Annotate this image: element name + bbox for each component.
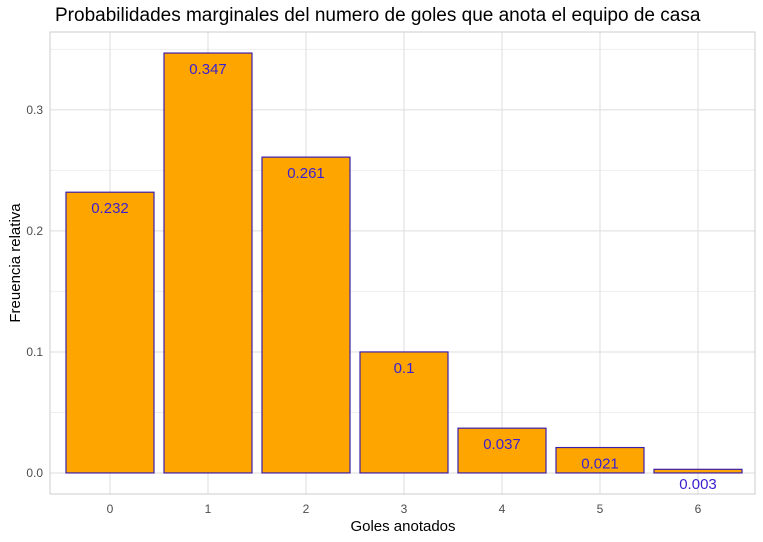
- data-label: 0.003: [679, 476, 717, 493]
- bars: [65, 52, 743, 474]
- data-label: 0.021: [581, 456, 619, 473]
- y-axis: 0.0 0.1 0.2 0.3: [26, 103, 43, 480]
- bar-0: [65, 191, 155, 474]
- x-axis-title: Goles anotados: [350, 518, 455, 535]
- bar-4: [457, 427, 547, 474]
- x-tick-label: 5: [597, 502, 604, 516]
- bar-5: [555, 446, 645, 474]
- data-label: 0.261: [287, 165, 325, 182]
- data-label: 0.232: [91, 200, 129, 217]
- x-tick-label: 6: [695, 502, 702, 516]
- y-tick-label: 0.0: [26, 466, 43, 480]
- chart-title: Probabilidades marginales del numero de …: [55, 5, 701, 26]
- x-tick-label: 0: [107, 502, 114, 516]
- x-tick-label: 2: [303, 502, 310, 516]
- bar-2: [261, 156, 351, 474]
- data-label: 0.037: [483, 436, 521, 453]
- y-axis-title: Freuencia relativa: [7, 203, 24, 323]
- x-tick-label: 3: [401, 502, 408, 516]
- bar-labels: 0.232 0.347 0.261 0.1 0.037 0.021 0.003: [91, 61, 717, 493]
- x-axis: 0 1 2 3 4 5 6: [107, 502, 702, 516]
- bar-3: [359, 351, 449, 474]
- x-tick-label: 4: [499, 502, 506, 516]
- panel-border: [49, 31, 756, 495]
- data-label: 0.347: [189, 61, 227, 78]
- y-tick-label: 0.1: [26, 345, 43, 359]
- data-label: 0.1: [394, 360, 415, 377]
- y-tick-label: 0.2: [26, 224, 43, 238]
- y-tick-label: 0.3: [26, 103, 43, 117]
- bar-6: [653, 468, 743, 474]
- bar-1: [163, 52, 253, 474]
- x-tick-label: 1: [205, 502, 212, 516]
